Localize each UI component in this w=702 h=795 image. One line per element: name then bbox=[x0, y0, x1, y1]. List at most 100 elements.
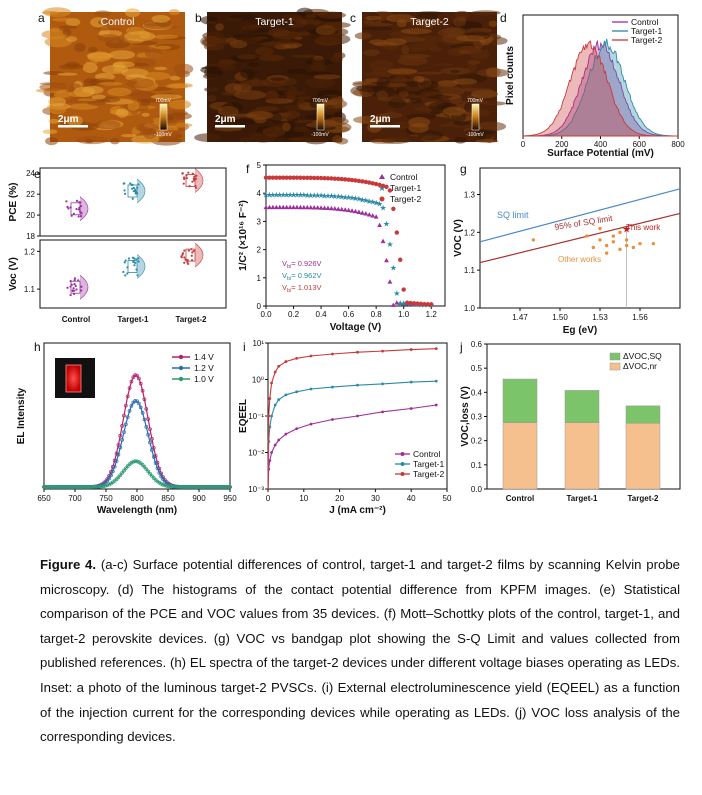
data-point: ★ bbox=[342, 193, 349, 202]
eqe-point bbox=[309, 422, 313, 426]
kpfm-title: Target-2 bbox=[410, 16, 449, 28]
data-point bbox=[65, 200, 68, 203]
data-point bbox=[80, 289, 83, 292]
legend-entry: Control bbox=[631, 17, 659, 27]
kpfm-grain bbox=[150, 94, 183, 100]
data-point bbox=[131, 187, 134, 190]
panel-label-i: i bbox=[243, 340, 246, 354]
el-point bbox=[220, 485, 225, 489]
x-tick-label: 1.0 bbox=[398, 310, 410, 319]
other-work-point bbox=[584, 234, 589, 238]
el-point bbox=[42, 485, 46, 489]
el-point bbox=[125, 464, 130, 468]
y-tick-label: 20 bbox=[26, 211, 35, 220]
el-point bbox=[211, 485, 216, 489]
x-tick-label: 1.50 bbox=[552, 313, 568, 322]
kpfm-grain bbox=[229, 39, 248, 49]
data-point: ★ bbox=[386, 240, 393, 249]
kpfm-grain bbox=[469, 49, 491, 60]
data-point: ★ bbox=[397, 299, 404, 308]
el-point bbox=[157, 480, 162, 485]
kpfm-grain bbox=[153, 34, 179, 39]
data-point: ★ bbox=[369, 198, 376, 207]
data-point bbox=[311, 205, 317, 210]
kpfm-grain bbox=[296, 99, 307, 109]
kpfm-grain bbox=[390, 78, 416, 82]
data-point: ★ bbox=[376, 200, 383, 209]
data-point bbox=[73, 289, 76, 292]
x-tick-label: 1.53 bbox=[592, 313, 608, 322]
x-axis-label: Surface Potential (mV) bbox=[547, 148, 654, 159]
y-tick-label: 0.0 bbox=[471, 485, 483, 494]
el-point bbox=[71, 485, 76, 489]
kpfm-grain bbox=[93, 10, 112, 17]
el-point bbox=[207, 485, 212, 489]
data-point bbox=[380, 238, 386, 244]
data-point bbox=[318, 175, 324, 181]
kpfm-grain bbox=[282, 122, 291, 132]
kpfm-grain bbox=[317, 35, 330, 46]
kpfm-grain bbox=[305, 14, 317, 19]
kpfm-grain bbox=[142, 128, 157, 140]
el-point bbox=[159, 481, 164, 486]
kpfm-grain bbox=[488, 20, 498, 27]
eqe-point bbox=[277, 438, 281, 442]
data-point bbox=[342, 207, 348, 212]
data-point: ★ bbox=[300, 191, 307, 200]
kpfm-grain bbox=[409, 97, 423, 104]
data-point: ★ bbox=[280, 191, 287, 200]
data-point bbox=[318, 205, 324, 210]
el-point bbox=[137, 376, 141, 381]
other-work-point bbox=[624, 238, 629, 242]
y-axis-label: 1/C² (×10¹⁶ F⁻²) bbox=[238, 200, 249, 271]
kpfm-grain bbox=[287, 136, 316, 142]
data-point: ★ bbox=[266, 191, 273, 200]
data-point bbox=[78, 201, 81, 204]
legend-entry: Target-1 bbox=[390, 183, 421, 193]
data-point bbox=[329, 176, 334, 181]
chart-h-el-spectra: 650 700 750 800 850 900 950 Wavelength (nm) EL I… bbox=[16, 342, 237, 516]
legend-swatch bbox=[609, 352, 621, 361]
kpfm-grain bbox=[262, 127, 286, 137]
kpfm-grain bbox=[364, 71, 392, 78]
chart-j-voc-loss: 0.0 0.1 0.2 0.3 0.4 0.5 0.6 VOC,loss (V) Control… bbox=[460, 340, 681, 503]
panel-label-f: f bbox=[246, 162, 250, 176]
el-point bbox=[142, 464, 147, 469]
data-point bbox=[72, 287, 75, 290]
x-tick-label: 1.47 bbox=[512, 313, 528, 322]
el-point bbox=[148, 427, 152, 432]
category-label: Target-1 bbox=[567, 494, 599, 503]
data-point bbox=[126, 272, 129, 275]
data-point bbox=[349, 177, 355, 183]
eqe-point bbox=[434, 403, 438, 407]
kpfm-grain bbox=[278, 87, 287, 92]
el-point bbox=[137, 401, 141, 406]
el-point bbox=[103, 483, 108, 488]
other-work-point bbox=[598, 238, 602, 242]
eqe-point bbox=[409, 380, 413, 384]
el-point bbox=[218, 485, 223, 489]
kpfm-grain bbox=[43, 7, 72, 18]
vbi-annotation: Vbi= 1.013V bbox=[282, 283, 322, 294]
data-point bbox=[332, 206, 338, 211]
kpfm-grain bbox=[461, 84, 473, 90]
el-point bbox=[127, 409, 132, 413]
x-tick-label: 850 bbox=[161, 494, 175, 503]
kpfm-grain bbox=[354, 32, 372, 40]
vbi-subscript: bi bbox=[287, 276, 291, 282]
kpfm-grain bbox=[59, 25, 78, 29]
legend-marker bbox=[379, 174, 385, 179]
data-point bbox=[77, 215, 80, 218]
legend-marker bbox=[400, 462, 405, 466]
el-point bbox=[53, 485, 58, 489]
el-point bbox=[181, 485, 186, 489]
el-point bbox=[166, 484, 171, 489]
plot-frame bbox=[39, 239, 227, 309]
data-point bbox=[75, 199, 79, 202]
kpfm-grain bbox=[42, 129, 58, 135]
el-point bbox=[125, 415, 130, 420]
legend-swatch bbox=[609, 362, 621, 371]
kpfm-grain bbox=[233, 118, 256, 126]
data-point bbox=[190, 259, 194, 262]
data-point bbox=[332, 176, 338, 181]
